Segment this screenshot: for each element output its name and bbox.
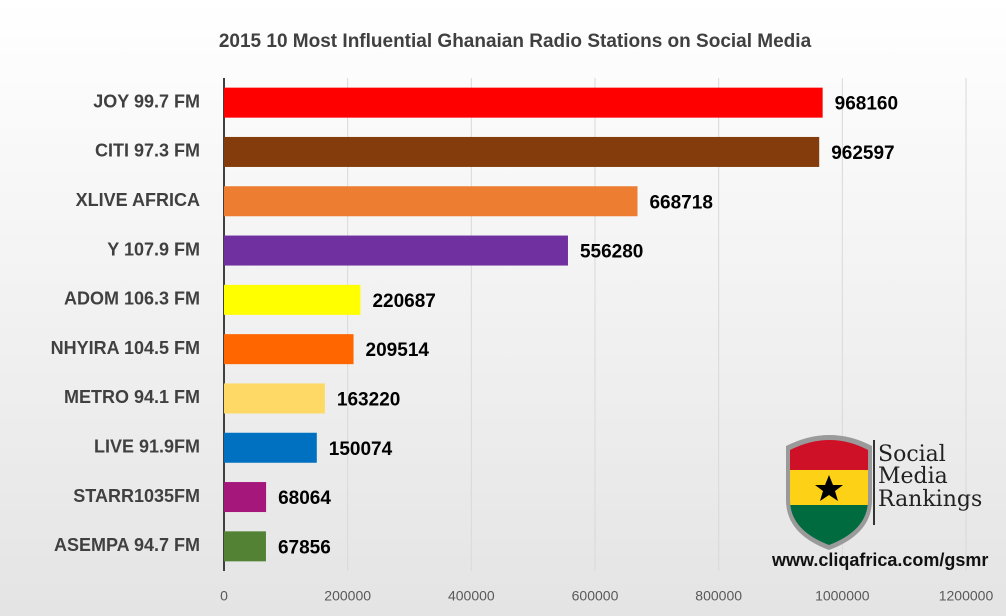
bar — [224, 235, 568, 266]
chart-title: 2015 10 Most Influential Ghanaian Radio … — [219, 31, 812, 52]
y-tick-label: JOY 99.7 FM — [93, 91, 200, 111]
value-label: 150074 — [329, 439, 393, 460]
bar — [224, 482, 267, 513]
bar — [224, 334, 354, 365]
y-tick-label: LIVE 91.9FM — [94, 437, 200, 457]
y-tick-label: ADOM 106.3 FM — [64, 289, 200, 309]
bars: JOY 99.7 FM 968160 CITI 97.3 FM 962597 XLIVE… — [51, 87, 898, 562]
value-label: 67856 — [278, 537, 331, 558]
x-tick-label: 1000000 — [815, 588, 870, 604]
bar — [224, 186, 638, 217]
y-tick-label: METRO 94.1 FM — [64, 387, 200, 407]
value-label: 209514 — [366, 340, 430, 361]
x-tick-label: 800000 — [695, 588, 742, 604]
flag — [790, 440, 868, 545]
y-tick-label: NHYIRA 104.5 FM — [51, 338, 200, 358]
x-tick-label: 0 — [220, 588, 228, 604]
x-tick-label: 1200000 — [939, 588, 994, 604]
value-label: 962597 — [831, 143, 894, 164]
logo — [786, 435, 875, 550]
bar — [224, 87, 823, 118]
bar — [224, 531, 266, 562]
x-tick-label: 600000 — [572, 588, 619, 604]
y-tick-label: CITI 97.3 FM — [95, 141, 200, 161]
value-label: 163220 — [337, 389, 400, 410]
bar — [224, 383, 325, 414]
logo-text: Rankings — [878, 487, 982, 512]
logo-text: Social — [878, 442, 946, 467]
y-tick-label: STARR1035FM — [73, 486, 200, 506]
y-tick-label: XLIVE AFRICA — [76, 190, 200, 210]
y-tick-label: Y 107.9 FM — [107, 239, 200, 259]
x-tick-label: 200000 — [324, 588, 371, 604]
bar — [224, 284, 361, 315]
value-label: 68064 — [278, 488, 331, 509]
logo-url: www.cliqafrica.com/gsmr — [771, 550, 988, 570]
value-label: 220687 — [372, 291, 435, 312]
value-label: 968160 — [835, 94, 898, 115]
value-label: 556280 — [580, 242, 643, 263]
x-tick-label: 400000 — [448, 588, 495, 604]
value-label: 668718 — [649, 192, 712, 213]
y-tick-label: ASEMPA 94.7 FM — [54, 535, 200, 555]
logo-text: Media — [878, 464, 948, 489]
bar — [224, 136, 820, 167]
bar — [224, 432, 317, 463]
